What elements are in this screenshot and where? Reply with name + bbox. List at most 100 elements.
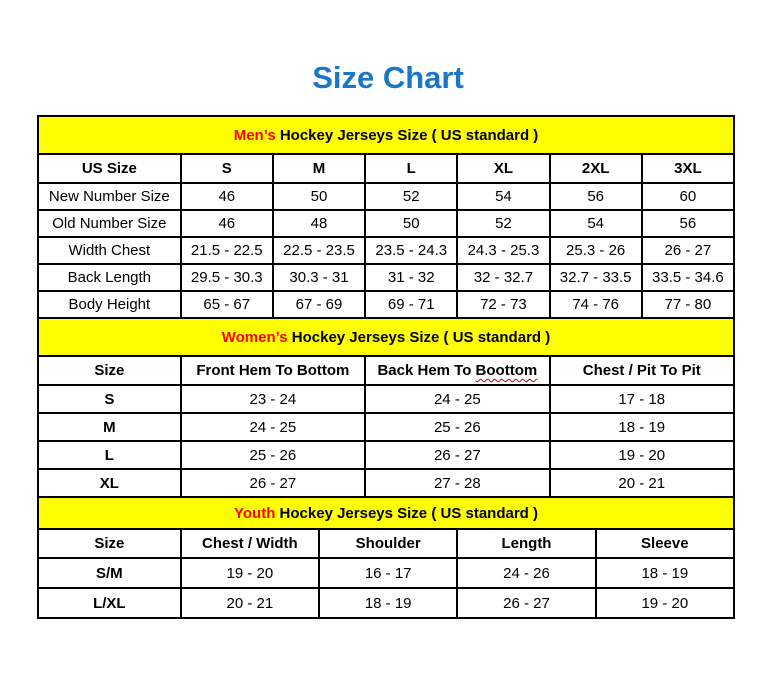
data-cell: 48: [271, 209, 367, 238]
row-label: L/XL: [37, 587, 182, 619]
data-cell: 17 - 18: [548, 384, 736, 414]
data-cell: 30.3 - 31: [271, 263, 367, 292]
data-cell: 31 - 32: [364, 263, 459, 292]
mens-banner-row: Men’s Hockey Jerseys Size ( US standard …: [37, 115, 735, 155]
column-header: M: [271, 153, 367, 184]
data-cell: 25.3 - 26: [548, 236, 643, 265]
data-cell: 74 - 76: [548, 290, 643, 319]
youth-header-row: Size Chest / Width Shoulder Length Sleeve: [37, 528, 736, 559]
column-header: Chest / Pit To Pit: [548, 355, 736, 386]
column-header: L: [364, 153, 459, 184]
youth-banner-row: Youth Hockey Jerseys Size ( US standard …: [37, 496, 735, 530]
data-cell: 26 - 27: [456, 587, 597, 619]
data-cell: 24 - 26: [456, 557, 597, 589]
data-cell: 24 - 25: [364, 384, 551, 414]
row-label: New Number Size: [37, 182, 182, 211]
data-cell: 29.5 - 30.3: [179, 263, 274, 292]
mens-header-row: US Size S M L XL 2XL 3XL: [37, 153, 736, 184]
youth-banner: Youth Hockey Jerseys Size ( US standard …: [37, 496, 735, 530]
row-label: Width Chest: [37, 236, 182, 265]
data-cell: 56: [640, 209, 736, 238]
column-header: US Size: [37, 153, 182, 184]
youth-size-table: Youth Hockey Jerseys Size ( US standard …: [37, 496, 736, 619]
column-header: Size: [37, 355, 182, 386]
column-header: Shoulder: [317, 528, 459, 559]
mens-banner: Men’s Hockey Jerseys Size ( US standard …: [37, 115, 735, 155]
row-label: XL: [37, 468, 182, 498]
column-header: 3XL: [640, 153, 736, 184]
data-cell: 32 - 32.7: [456, 263, 551, 292]
data-cell: 67 - 69: [271, 290, 367, 319]
data-cell: 26 - 27: [364, 440, 551, 470]
size-tables-container: Men’s Hockey Jerseys Size ( US standard …: [37, 115, 736, 619]
row-label: S: [37, 384, 182, 414]
data-cell: 72 - 73: [456, 290, 551, 319]
row-label: Back Length: [37, 263, 182, 292]
row-label: S/M: [37, 557, 182, 589]
data-cell: 46: [179, 182, 274, 211]
table-row: M 24 - 25 25 - 26 18 - 19: [37, 412, 736, 442]
row-label: M: [37, 412, 182, 442]
data-cell: 20 - 21: [548, 468, 736, 498]
table-row: L 25 - 26 26 - 27 19 - 20: [37, 440, 736, 470]
table-row: Back Length 29.5 - 30.3 30.3 - 31 31 - 32 32…: [37, 263, 736, 292]
data-cell: 56: [548, 182, 643, 211]
data-cell: 18 - 19: [594, 557, 736, 589]
table-row: New Number Size 46 50 52 54 56 60: [37, 182, 736, 211]
data-cell: 16 - 17: [317, 557, 459, 589]
column-header: Size: [37, 528, 182, 559]
data-cell: 65 - 67: [179, 290, 274, 319]
data-cell: 69 - 71: [364, 290, 459, 319]
data-cell: 24.3 - 25.3: [456, 236, 551, 265]
womens-banner: Women’s Hockey Jerseys Size ( US standar…: [37, 317, 735, 357]
womens-banner-row: Women’s Hockey Jerseys Size ( US standar…: [37, 317, 735, 357]
table-row: L/XL 20 - 21 18 - 19 26 - 27 19 - 20: [37, 587, 736, 619]
row-label: Body Height: [37, 290, 182, 319]
data-cell: 27 - 28: [364, 468, 551, 498]
data-cell: 23.5 - 24.3: [364, 236, 459, 265]
table-row: Body Height 65 - 67 67 - 69 69 - 71 72 - 73 7…: [37, 290, 736, 319]
data-cell: 52: [456, 209, 551, 238]
page-title: Size Chart: [312, 60, 464, 95]
column-header: Chest / Width: [179, 528, 321, 559]
data-cell: 25 - 26: [364, 412, 551, 442]
data-cell: 26 - 27: [179, 468, 367, 498]
misspelled-word: Boottom: [475, 362, 538, 379]
womens-banner-highlight: Women’s: [221, 328, 288, 346]
data-cell: 21.5 - 22.5: [179, 236, 274, 265]
mens-size-table: Men’s Hockey Jerseys Size ( US standard …: [37, 115, 736, 319]
column-header: Front Hem To Bottom: [179, 355, 367, 386]
data-cell: 46: [179, 209, 274, 238]
table-row: S/M 19 - 20 16 - 17 24 - 26 18 - 19: [37, 557, 736, 589]
data-cell: 26 - 27: [640, 236, 736, 265]
data-cell: 52: [364, 182, 459, 211]
data-cell: 23 - 24: [179, 384, 367, 414]
womens-header-row: Size Front Hem To Bottom Back Hem To Boott…: [37, 355, 736, 386]
table-row: Old Number Size 46 48 50 52 54 56: [37, 209, 736, 238]
data-cell: 25 - 26: [179, 440, 367, 470]
column-header: XL: [456, 153, 551, 184]
data-cell: 19 - 20: [179, 557, 321, 589]
row-label: Old Number Size: [37, 209, 182, 238]
womens-size-table: Women’s Hockey Jerseys Size ( US standar…: [37, 317, 736, 498]
data-cell: 24 - 25: [179, 412, 367, 442]
data-cell: 18 - 19: [548, 412, 736, 442]
data-cell: 54: [456, 182, 551, 211]
data-cell: 32.7 - 33.5: [548, 263, 643, 292]
table-row: S 23 - 24 24 - 25 17 - 18: [37, 384, 736, 414]
data-cell: 54: [548, 209, 643, 238]
column-header: Sleeve: [594, 528, 736, 559]
data-cell: 18 - 19: [317, 587, 459, 619]
youth-banner-highlight: Youth: [234, 504, 276, 522]
row-label: L: [37, 440, 182, 470]
column-header: Back Hem To Boottom: [364, 355, 551, 386]
data-cell: 60: [640, 182, 736, 211]
column-header: S: [179, 153, 274, 184]
column-header: 2XL: [548, 153, 643, 184]
data-cell: 50: [364, 209, 459, 238]
data-cell: 20 - 21: [179, 587, 321, 619]
column-header: Length: [456, 528, 597, 559]
data-cell: 50: [271, 182, 367, 211]
data-cell: 19 - 20: [548, 440, 736, 470]
